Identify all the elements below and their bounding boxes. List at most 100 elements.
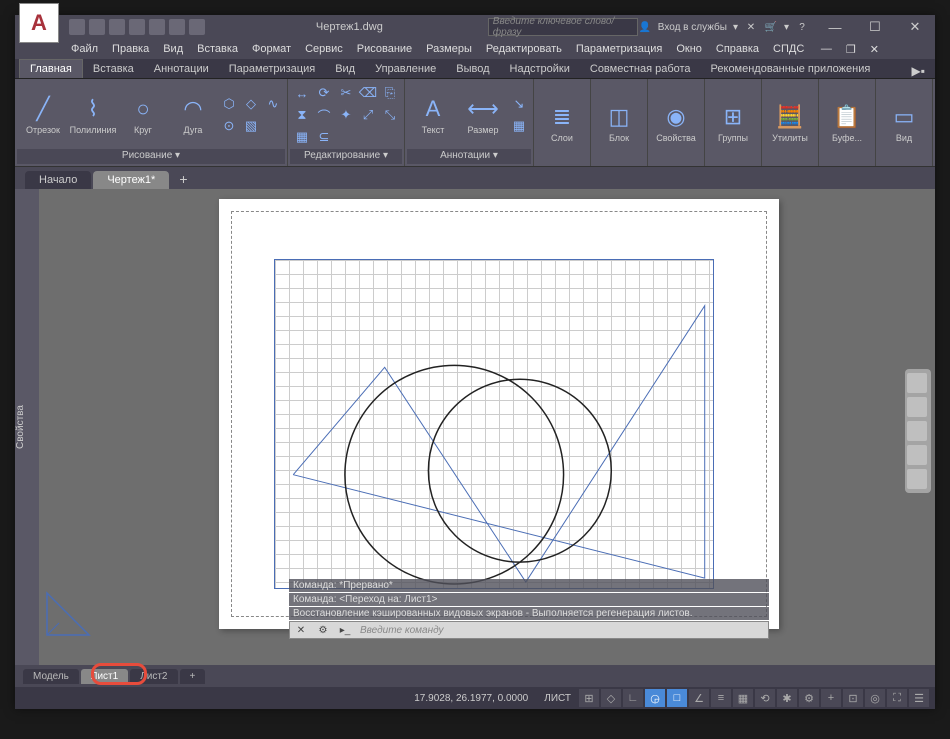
status-space[interactable]: ЛИСТ	[536, 693, 579, 704]
help-icon[interactable]: ?	[795, 20, 809, 34]
nav-wheel-icon[interactable]	[907, 373, 927, 393]
sb-clean-icon[interactable]: ⛶	[887, 689, 907, 707]
nav-orbit-icon[interactable]	[907, 445, 927, 465]
panel-title-draw[interactable]: Рисование ▾	[17, 149, 285, 164]
sb-grid-icon[interactable]: ⊞	[579, 689, 599, 707]
block-button[interactable]: ◫Блок	[595, 91, 643, 155]
draw-small-3[interactable]: ∿	[263, 94, 283, 114]
sb-transparency-icon[interactable]: ▦	[733, 689, 753, 707]
command-input[interactable]: Введите команду	[356, 625, 768, 636]
nav-showmotion-icon[interactable]	[907, 469, 927, 489]
qat-redo-icon[interactable]	[189, 19, 205, 35]
draw-small-5[interactable]: ▧	[241, 116, 261, 136]
viewport[interactable]	[274, 259, 714, 589]
leader-button[interactable]: ↘	[509, 94, 529, 114]
app-logo[interactable]: A	[19, 3, 59, 43]
menu-tools[interactable]: Сервис	[299, 41, 349, 57]
menu-file[interactable]: Файл	[65, 41, 104, 57]
dimension-button[interactable]: ⟷Размер	[459, 83, 507, 147]
menu-insert[interactable]: Вставка	[191, 41, 244, 57]
menu-draw[interactable]: Рисование	[351, 41, 418, 57]
doc-minimize-icon[interactable]: —	[815, 41, 838, 58]
qat-saveas-icon[interactable]	[129, 19, 145, 35]
move-button[interactable]: ↔	[292, 83, 312, 103]
cart-icon[interactable]: 🛒	[764, 20, 778, 34]
nav-pan-icon[interactable]	[907, 397, 927, 417]
layout-tab-model[interactable]: Модель	[23, 669, 79, 684]
sb-hardware-icon[interactable]: ⊡	[843, 689, 863, 707]
nav-zoom-icon[interactable]	[907, 421, 927, 441]
sb-cycling-icon[interactable]: ⟲	[755, 689, 775, 707]
ribbon-tab-insert[interactable]: Вставка	[83, 60, 144, 78]
qat-open-icon[interactable]	[89, 19, 105, 35]
sb-polar-icon[interactable]: ◶	[645, 689, 665, 707]
menu-modify[interactable]: Редактировать	[480, 41, 568, 57]
rotate-button[interactable]: ⟳	[314, 83, 334, 103]
file-tab-add[interactable]: +	[171, 169, 195, 189]
login-label[interactable]: Вход в службы	[658, 22, 727, 33]
qat-plot-icon[interactable]	[149, 19, 165, 35]
menu-spds[interactable]: СПДС	[767, 41, 810, 57]
polyline-button[interactable]: ⌇Полилиния	[69, 83, 117, 147]
command-input-row[interactable]: ✕ ⚙ ▸_ Введите команду	[289, 621, 769, 639]
doc-close-icon[interactable]: ✕	[864, 41, 885, 58]
stretch-button[interactable]: ⤢	[358, 105, 378, 125]
layout-tab-add[interactable]: +	[180, 669, 206, 684]
properties-palette[interactable]: Свойства	[15, 189, 39, 665]
file-tab-start[interactable]: Начало	[25, 171, 91, 189]
sb-annomonitor-icon[interactable]: +	[821, 689, 841, 707]
menu-edit[interactable]: Правка	[106, 41, 155, 57]
ribbon-tab-annotate[interactable]: Аннотации	[144, 60, 219, 78]
offset-button[interactable]: ⊆	[314, 127, 334, 147]
search-input[interactable]: Введите ключевое слово/фразу	[488, 18, 638, 36]
groups-button[interactable]: ⊞Группы	[709, 91, 757, 155]
erase-button[interactable]: ⌫	[358, 83, 378, 103]
draw-small-4[interactable]: ⊙	[219, 116, 239, 136]
command-close-icon[interactable]: ✕	[290, 625, 312, 636]
menu-format[interactable]: Формат	[246, 41, 297, 57]
explode-button[interactable]: ✦	[336, 105, 356, 125]
clipboard-button[interactable]: 📋Буфе...	[823, 91, 871, 155]
utilities-button[interactable]: 🧮Утилиты	[766, 91, 814, 155]
sb-ortho-icon[interactable]: ∟	[623, 689, 643, 707]
layers-button[interactable]: ≣Слои	[538, 91, 586, 155]
layout-tab-sheet2[interactable]: Лист2	[130, 669, 177, 684]
line-button[interactable]: ╱Отрезок	[19, 83, 67, 147]
sb-osnap-icon[interactable]: □	[667, 689, 687, 707]
panel-title-modify[interactable]: Редактирование ▾	[290, 149, 402, 164]
menu-dimension[interactable]: Размеры	[420, 41, 478, 57]
qat-save-icon[interactable]	[109, 19, 125, 35]
qat-new-icon[interactable]	[69, 19, 85, 35]
qat-undo-icon[interactable]	[169, 19, 185, 35]
circle-button[interactable]: ○Круг	[119, 83, 167, 147]
exchange-icon[interactable]: ✕	[744, 20, 758, 34]
ribbon-tab-addins[interactable]: Надстройки	[500, 60, 580, 78]
fillet-button[interactable]: ⌒	[314, 105, 334, 125]
trim-button[interactable]: ✂	[336, 83, 356, 103]
status-coordinates[interactable]: 17.9028, 26.1977, 0.0000	[406, 693, 536, 704]
close-button[interactable]: ✕	[895, 15, 935, 39]
arc-button[interactable]: ◠Дуга	[169, 83, 217, 147]
ribbon-tab-collab[interactable]: Совместная работа	[580, 60, 701, 78]
sb-customize-icon[interactable]: ☰	[909, 689, 929, 707]
panel-title-annotation[interactable]: Аннотации ▾	[407, 149, 531, 164]
user-icon[interactable]: 👤	[638, 20, 652, 34]
doc-restore-icon[interactable]: ❐	[840, 41, 862, 58]
draw-small-2[interactable]: ◇	[241, 94, 261, 114]
ribbon-tab-parametric[interactable]: Параметризация	[219, 60, 325, 78]
menu-help[interactable]: Справка	[710, 41, 765, 57]
scale-button[interactable]: ⤡	[380, 105, 400, 125]
sb-isolate-icon[interactable]: ◎	[865, 689, 885, 707]
maximize-button[interactable]: ☐	[855, 15, 895, 39]
menu-view[interactable]: Вид	[157, 41, 189, 57]
draw-small-1[interactable]: ⬡	[219, 94, 239, 114]
view-button[interactable]: ▭Вид	[880, 91, 928, 155]
command-customize-icon[interactable]: ⚙	[312, 625, 334, 636]
sb-workspace-icon[interactable]: ⚙	[799, 689, 819, 707]
sb-snap-icon[interactable]: ◇	[601, 689, 621, 707]
mirror-button[interactable]: ⧗	[292, 105, 312, 125]
sb-lweight-icon[interactable]: ≡	[711, 689, 731, 707]
minimize-button[interactable]: —	[815, 15, 855, 39]
ribbon-play-icon[interactable]: ▶▪	[912, 64, 925, 78]
canvas-area[interactable]: Команда: *Прервано* Команда: <Переход на…	[39, 189, 935, 665]
